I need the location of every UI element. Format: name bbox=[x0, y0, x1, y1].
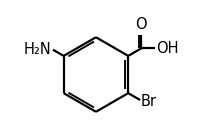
Text: H₂N: H₂N bbox=[24, 42, 52, 57]
Text: O: O bbox=[135, 17, 147, 32]
Text: Br: Br bbox=[141, 94, 157, 109]
Text: OH: OH bbox=[156, 41, 178, 56]
